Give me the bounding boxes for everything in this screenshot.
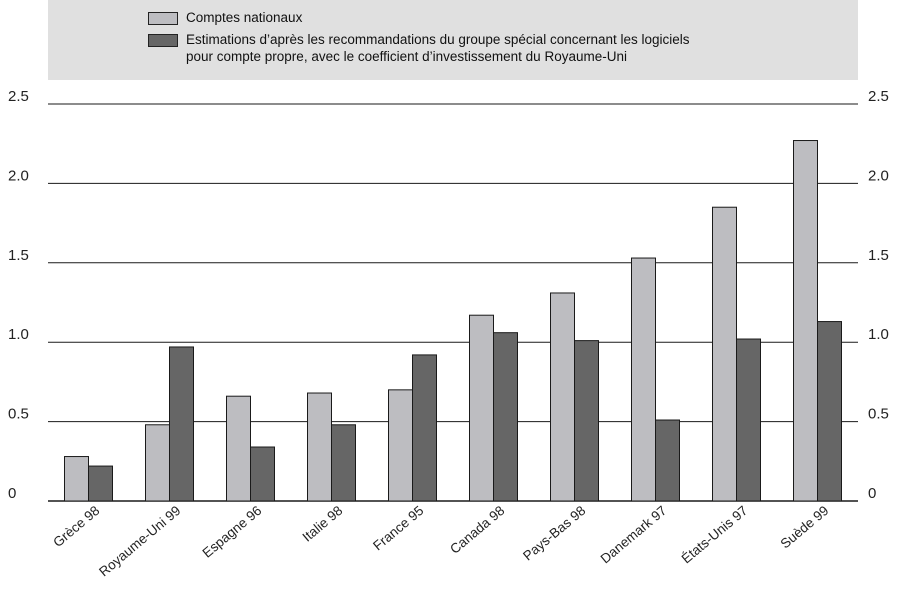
bars: [64, 140, 842, 502]
bar-estimates: [88, 465, 113, 502]
bar-estimates: [169, 346, 194, 502]
y-axis-right: 0 0.5 1.0 1.5 2.0 2.5: [868, 88, 889, 502]
y-tick-label-right: 0: [868, 485, 876, 502]
x-tick-label: Espagne 96: [200, 503, 265, 561]
legend-label-estimates-line1: Estimations d’après les recommandations …: [186, 32, 690, 47]
bar-estimates: [736, 338, 761, 502]
y-tick-label-left: 2.0: [8, 167, 29, 184]
x-tick-label: Canada 98: [447, 503, 507, 557]
legend: Comptes nationaux Estimations d’après le…: [48, 0, 858, 80]
bar-estimates: [655, 419, 680, 502]
y-tick-label-right: 1.5: [868, 247, 889, 264]
bar-national-accounts: [550, 292, 575, 502]
y-tick-label-right: 1.0: [868, 326, 889, 343]
x-tick-label: États-Unis 97: [679, 503, 751, 567]
y-axis-left: 0 0.5 1.0 1.5 2.0 2.5: [8, 88, 29, 502]
y-tick-label-right: 0.5: [868, 406, 889, 423]
x-tick-label: Royaume-Uni 99: [96, 503, 183, 580]
bar-national-accounts: [307, 392, 332, 502]
legend-swatch-light: [148, 12, 178, 25]
bar-national-accounts: [469, 314, 494, 502]
bar-national-accounts: [226, 395, 251, 502]
y-tick-label-right: 2.0: [868, 167, 889, 184]
x-tick-label: France 95: [370, 503, 426, 554]
bar-national-accounts: [388, 389, 413, 502]
y-tick-label-left: 1.0: [8, 326, 29, 343]
bar-national-accounts: [145, 424, 170, 502]
legend-swatch-dark: [148, 34, 178, 47]
bar-estimates: [493, 332, 518, 502]
legend-label-estimates-line2: pour compte propre, avec le coefficient …: [186, 49, 627, 64]
x-tick-label: Danemark 97: [598, 503, 670, 567]
y-tick-label-left: 0: [8, 485, 16, 502]
y-tick-label-left: 1.5: [8, 247, 29, 264]
bar-national-accounts: [631, 257, 656, 502]
bar-estimates: [331, 424, 356, 502]
bar-estimates: [250, 446, 275, 502]
y-tick-label-right: 2.5: [868, 88, 889, 105]
x-tick-label: Italie 98: [300, 503, 346, 545]
bar-estimates: [817, 321, 842, 502]
y-tick-label-left: 2.5: [8, 88, 29, 105]
bar-estimates: [412, 354, 437, 502]
bar-national-accounts: [64, 456, 89, 502]
legend-label-national-accounts: Comptes nationaux: [186, 10, 303, 25]
bar-national-accounts: [712, 206, 737, 502]
x-tick-label: Suède 99: [777, 503, 831, 552]
y-tick-label-left: 0.5: [8, 406, 29, 423]
x-tick-label: Grèce 98: [50, 503, 102, 550]
bar-estimates: [574, 340, 599, 502]
bar-national-accounts: [793, 140, 818, 502]
x-tick-label: Pays-Bas 98: [520, 503, 588, 564]
